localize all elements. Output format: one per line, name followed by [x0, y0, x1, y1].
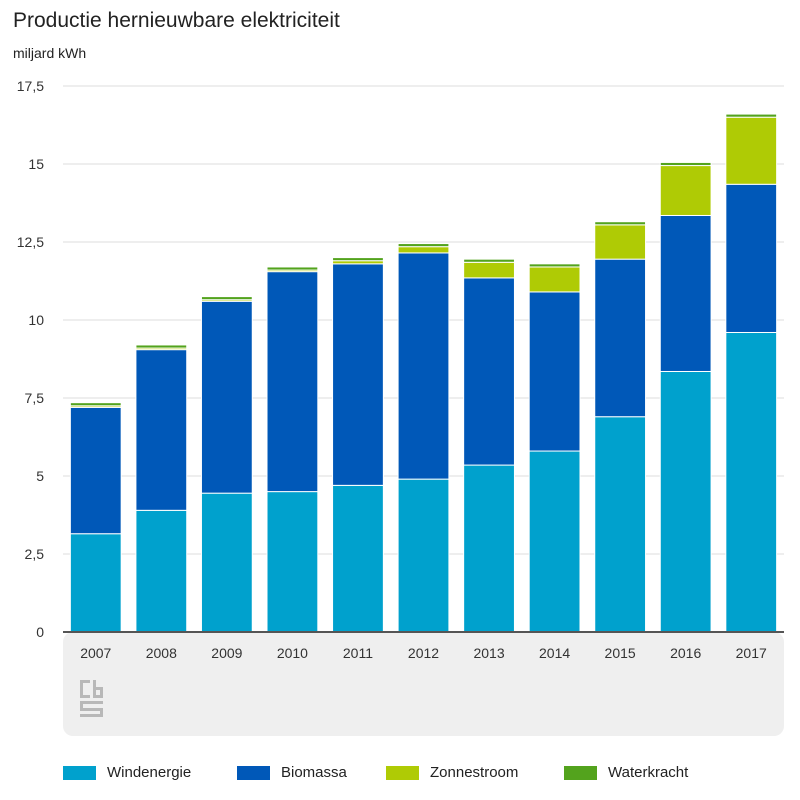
- bar-segment-zonnestroom-2016[interactable]: [659, 165, 712, 216]
- legend-label: Waterkracht: [608, 764, 689, 781]
- y-axis-unit-label: miljard kWh: [13, 45, 87, 61]
- y-tick-label: 2,5: [25, 546, 45, 562]
- y-tick-labels: 0 2,5 5 7,5 10 12,5 15 17,5: [17, 78, 44, 640]
- y-tick-label: 7,5: [25, 390, 45, 406]
- legend-swatch: [386, 765, 419, 780]
- legend-item-waterkracht[interactable]: Waterkracht: [564, 764, 688, 781]
- x-tick-label: 2007: [80, 645, 111, 661]
- bar-segment-biomassa-2015[interactable]: [594, 258, 647, 418]
- x-tick-label: 2011: [343, 645, 373, 661]
- bar-segment-biomassa-2016[interactable]: [659, 214, 712, 372]
- legend-label: Biomassa: [281, 764, 347, 781]
- x-tick-label: 2014: [539, 645, 570, 661]
- bar-segment-windenergie-2012[interactable]: [397, 478, 450, 633]
- bar-segment-waterkracht-2007[interactable]: [69, 402, 122, 407]
- x-tick-label: 2013: [473, 645, 504, 661]
- legend-item-biomassa[interactable]: Biomassa: [237, 764, 347, 781]
- bar-segment-waterkracht-2016[interactable]: [659, 161, 712, 167]
- bars: [69, 113, 778, 633]
- x-tick-label: 2010: [277, 645, 308, 661]
- bar-segment-waterkracht-2011[interactable]: [332, 257, 384, 262]
- bar-segment-waterkracht-2008[interactable]: [135, 344, 188, 349]
- bar-segment-zonnestroom-2017[interactable]: [725, 116, 778, 185]
- bar-segment-biomassa-2017[interactable]: [725, 183, 778, 333]
- bar-segment-windenergie-2007[interactable]: [69, 533, 122, 633]
- bar-segment-zonnestroom-2014[interactable]: [528, 266, 581, 293]
- bar-segment-zonnestroom-2015[interactable]: [594, 224, 647, 260]
- bar-segment-waterkracht-2012[interactable]: [397, 243, 450, 248]
- y-tick-label: 15: [28, 156, 44, 172]
- bar-segment-biomassa-2007[interactable]: [69, 406, 122, 535]
- stacked-bar-chart: 0 2,5 5 7,5 10 12,5 15 17,5 2007 2008 2009 2010 201…: [17, 78, 784, 736]
- bar-segment-zonnestroom-2013[interactable]: [463, 261, 515, 279]
- legend: Windenergie Biomassa Zonnestroom Waterkrach…: [0, 764, 800, 784]
- y-tick-label: 5: [36, 468, 44, 484]
- x-tick-label: 2015: [605, 645, 636, 661]
- chart-title: Productie hernieuwbare elektriciteit: [13, 9, 340, 32]
- bar-segment-windenergie-2009[interactable]: [200, 492, 253, 633]
- bar-segment-windenergie-2015[interactable]: [594, 416, 647, 633]
- x-tick-label: 2009: [211, 645, 242, 661]
- x-tick-label: 2016: [670, 645, 701, 661]
- x-tick-label: 2008: [146, 645, 177, 661]
- x-tick-label: 2012: [408, 645, 439, 661]
- legend-item-windenergie[interactable]: Windenergie: [63, 764, 191, 781]
- bar-segment-windenergie-2014[interactable]: [528, 450, 581, 633]
- bar-segment-biomassa-2009[interactable]: [200, 300, 253, 494]
- x-tick-labels: 2007 2008 2009 2010 2011 2012 2013 2014 2015 2016…: [80, 645, 767, 661]
- bar-segment-biomassa-2013[interactable]: [463, 277, 515, 466]
- bar-segment-biomassa-2011[interactable]: [332, 263, 384, 486]
- bar-segment-windenergie-2010[interactable]: [266, 491, 319, 633]
- bar-segment-waterkracht-2014[interactable]: [528, 263, 581, 268]
- x-axis-band: [63, 632, 784, 736]
- bar-segment-windenergie-2008[interactable]: [135, 509, 188, 633]
- legend-swatch: [237, 765, 270, 780]
- bar-segment-waterkracht-2009[interactable]: [200, 296, 253, 301]
- bar-segment-waterkracht-2010[interactable]: [266, 266, 319, 271]
- bar-segment-windenergie-2017[interactable]: [725, 331, 778, 633]
- bar-segment-zonnestroom-2012[interactable]: [397, 246, 450, 254]
- cbs-logo: cbs: [80, 680, 103, 717]
- bar-segment-waterkracht-2013[interactable]: [463, 258, 515, 263]
- y-tick-label: 10: [28, 312, 44, 328]
- y-tick-label: 12,5: [17, 234, 44, 250]
- bar-segment-windenergie-2016[interactable]: [659, 370, 712, 633]
- bar-segment-biomassa-2010[interactable]: [266, 271, 319, 493]
- legend-item-zonnestroom[interactable]: Zonnestroom: [386, 764, 518, 781]
- legend-swatch: [63, 765, 96, 780]
- bar-segment-waterkracht-2015[interactable]: [594, 221, 647, 226]
- bar-segment-windenergie-2013[interactable]: [463, 464, 515, 633]
- bar-segment-biomassa-2008[interactable]: [135, 349, 188, 511]
- x-tick-label: 2017: [736, 645, 767, 661]
- legend-label: Windenergie: [107, 764, 192, 781]
- bar-segment-biomassa-2012[interactable]: [397, 252, 450, 480]
- bar-segment-windenergie-2011[interactable]: [332, 484, 384, 633]
- y-tick-label: 17,5: [17, 78, 44, 94]
- legend-swatch: [564, 765, 597, 780]
- bar-segment-biomassa-2014[interactable]: [528, 291, 581, 452]
- bar-segment-waterkracht-2017[interactable]: [725, 113, 778, 118]
- y-tick-label: 0: [36, 624, 44, 640]
- legend-label: Zonnestroom: [430, 764, 519, 781]
